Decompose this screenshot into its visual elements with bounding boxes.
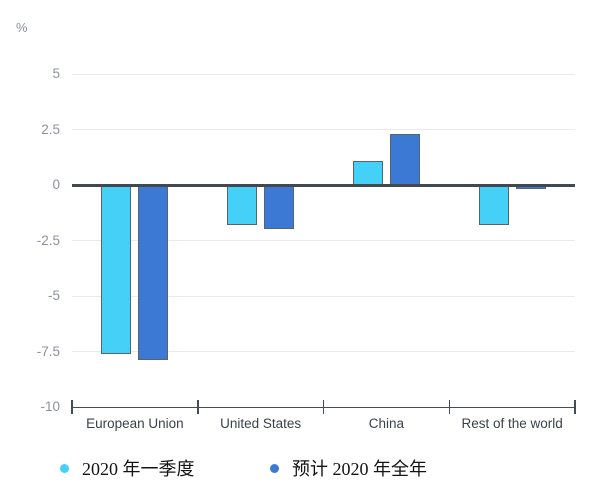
chart-legend: 2020 年一季度 预计 2020 年全年: [0, 454, 607, 486]
y-tick-label: -5: [47, 288, 60, 303]
legend-item-0: 2020 年一季度: [60, 454, 195, 482]
legend-swatch-icon: [60, 463, 69, 473]
bar-china-series-0: [352, 160, 383, 185]
y-tick-label: -7.5: [36, 343, 60, 359]
bar-rest-of-the-world-series-0: [478, 185, 509, 225]
grid-line: [72, 73, 575, 75]
bar-china-series-1: [389, 133, 420, 185]
category-label: United States: [220, 416, 302, 431]
y-tick-label: -10: [40, 399, 60, 414]
y-tick-label: 0: [52, 177, 60, 192]
y-axis-unit-label: %: [16, 20, 28, 35]
y-tick-label: 5: [52, 66, 60, 81]
x-axis-tick: [322, 400, 325, 414]
zero-axis-line: [72, 183, 575, 187]
y-tick-label: -2.5: [36, 232, 60, 248]
x-axis-tick: [197, 400, 199, 414]
grid-line: [72, 351, 575, 352]
bar-united-states-series-0: [227, 185, 258, 225]
bar-european-union-series-1: [138, 185, 169, 361]
legend-label: 预计 2020 年全年: [292, 459, 427, 479]
grid-line: [72, 295, 575, 297]
bar-european-union-series-0: [101, 185, 132, 354]
legend-swatch-icon: [270, 463, 279, 473]
legend-label: 2020 年一季度: [82, 459, 195, 479]
category-label: Rest of the world: [461, 416, 563, 431]
x-axis-tick: [448, 400, 450, 414]
y-tick-label: 2.5: [41, 121, 60, 137]
bar-united-states-series-1: [264, 185, 295, 230]
category-label: China: [368, 416, 405, 431]
x-axis-tick: [71, 400, 73, 414]
legend-item-1: 预计 2020 年全年: [270, 454, 427, 482]
category-label: European Union: [86, 416, 184, 431]
grid-line: [72, 240, 575, 241]
grid-line: [72, 129, 575, 130]
x-axis-tick: [574, 400, 576, 414]
